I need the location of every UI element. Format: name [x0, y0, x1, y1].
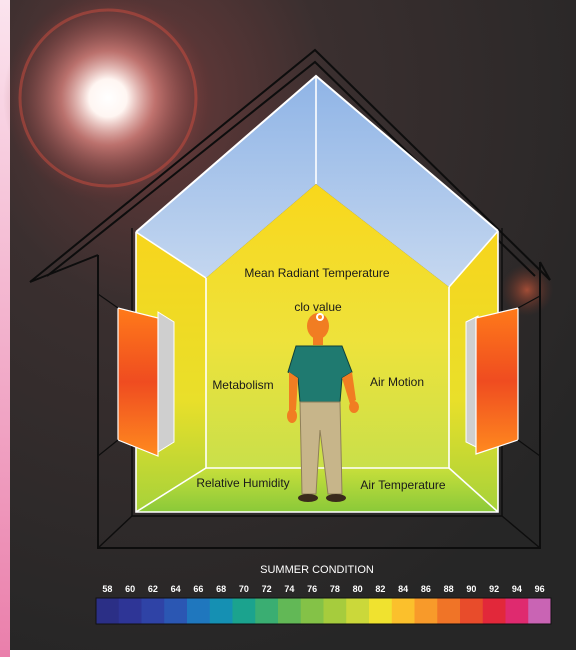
label-clo-value: clo value [294, 300, 342, 314]
left-window [97, 293, 175, 457]
left-pink-strip [0, 0, 10, 657]
label-mean-radiant-temperature: Mean Radiant Temperature [244, 266, 390, 280]
floor-surface [136, 468, 498, 512]
legend-tick-label: 74 [284, 584, 294, 594]
legend-swatch [460, 598, 484, 624]
ceiling-surface [136, 76, 498, 287]
legend-swatch [232, 598, 256, 624]
sun-glare-icon [3, 0, 213, 203]
legend-swatch [255, 598, 279, 624]
label-air-temperature: Air Temperature [360, 478, 445, 492]
legend-tick-label: 90 [466, 584, 476, 594]
right-window [465, 295, 541, 457]
legend-tick-label: 58 [102, 584, 112, 594]
legend-tick-label: 66 [193, 584, 203, 594]
legend-tick-label: 86 [421, 584, 431, 594]
legend-tick-label: 94 [512, 584, 522, 594]
legend-swatch [369, 598, 393, 624]
legend-tick-label: 68 [216, 584, 226, 594]
legend-swatch [96, 598, 120, 624]
temperature-legend: SUMMER CONDITION 58 60 62 64 66 68 70 72 74 76 78 8… [95, 564, 552, 625]
legend-border [95, 597, 552, 625]
legend-swatch [346, 598, 370, 624]
label-relative-humidity: Relative Humidity [196, 476, 289, 490]
legend-title: SUMMER CONDITION [260, 564, 374, 576]
label-air-motion: Air Motion [370, 375, 424, 389]
legend-tick-label: 82 [375, 584, 385, 594]
legend-swatch [300, 598, 324, 624]
person-figure-icon [287, 313, 359, 502]
legend-swatch [323, 598, 347, 624]
legend-swatch [528, 598, 552, 624]
legend-tick-label: 64 [171, 584, 181, 594]
legend-swatch [505, 598, 529, 624]
legend-tick-label: 78 [330, 584, 340, 594]
legend-tick-label: 72 [262, 584, 272, 594]
legend-swatch [437, 598, 461, 624]
legend-swatch [278, 598, 302, 624]
legend-swatch [209, 598, 233, 624]
legend-tick-label: 92 [489, 584, 499, 594]
legend-swatch [118, 598, 142, 624]
legend-swatch [391, 598, 415, 624]
legend-swatch [187, 598, 211, 624]
legend-swatch [414, 598, 438, 624]
legend-tick-label: 76 [307, 584, 317, 594]
sun-halo-ring [18, 8, 198, 188]
label-metabolism: Metabolism [212, 378, 273, 392]
legend-tick-label: 70 [239, 584, 249, 594]
legend-swatch [482, 598, 506, 624]
legend-swatch [164, 598, 188, 624]
legend-tick-label: 96 [535, 584, 545, 594]
legend-tick-label: 80 [353, 584, 363, 594]
legend-tick-label: 88 [444, 584, 454, 594]
legend-swatch [141, 598, 165, 624]
legend-tick-label: 60 [125, 584, 135, 594]
legend-tick-label: 62 [148, 584, 158, 594]
legend-tick-label: 84 [398, 584, 408, 594]
